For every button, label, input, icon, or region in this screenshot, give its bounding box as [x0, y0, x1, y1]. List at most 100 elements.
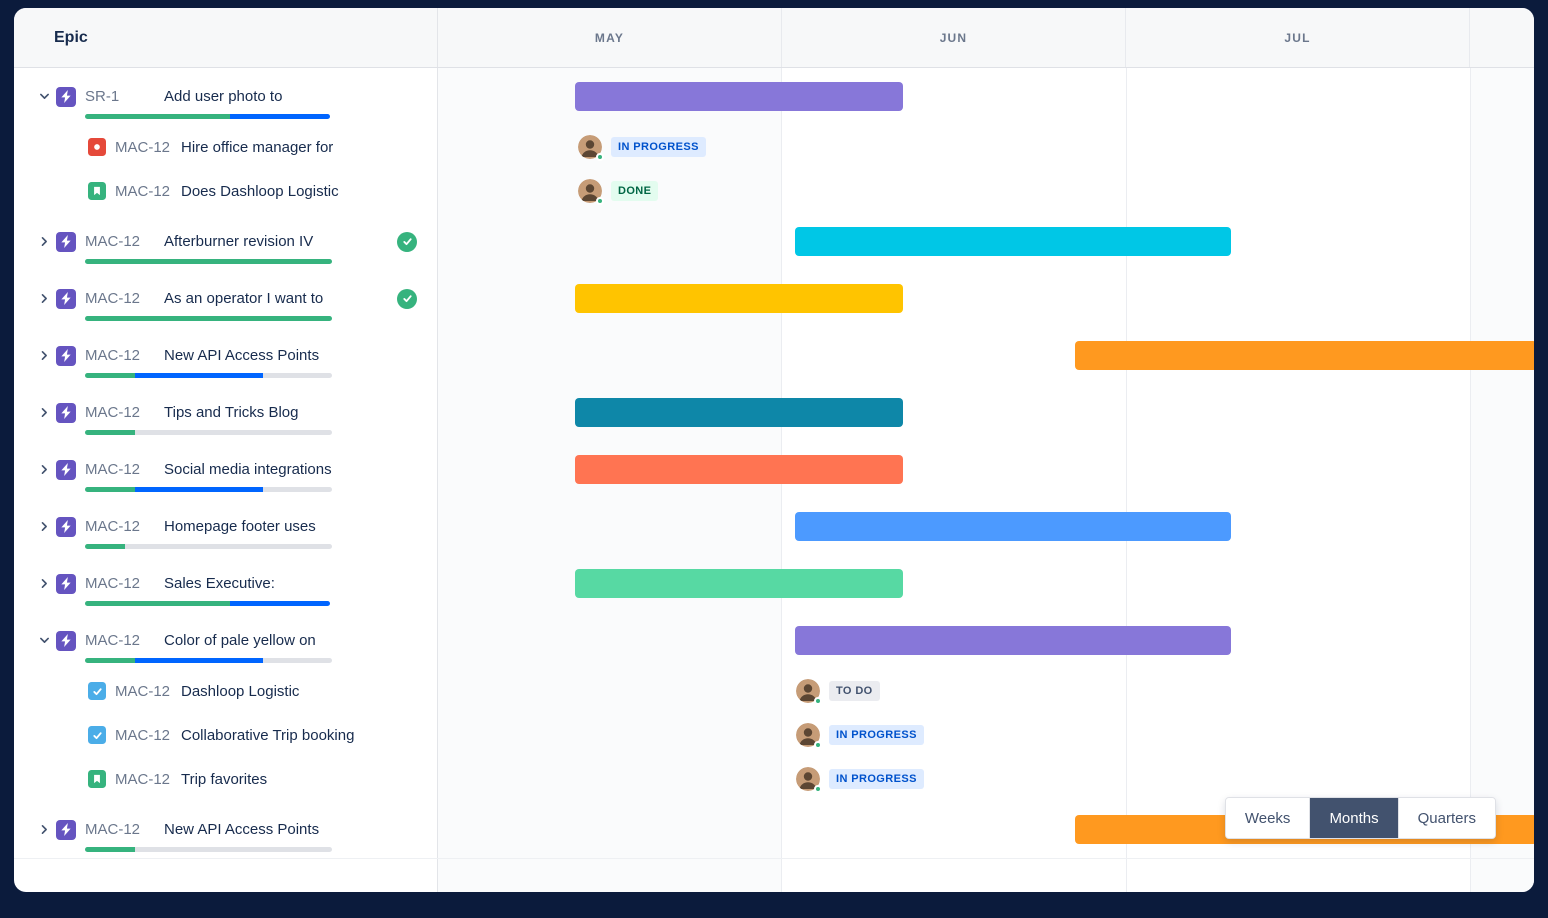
progress-bar [85, 373, 332, 378]
issue-title: Dashloop Logistic [181, 682, 300, 700]
child-row[interactable]: MAC-12 Does Dashloop Logistic DONE [14, 169, 1534, 213]
roadmap-body: SR-1 Add user photo to MAC-12 Hire offic… [14, 68, 1534, 892]
issue-title: As an operator I want to [164, 290, 324, 307]
timeline-cell: IN PROGRESS [438, 757, 1534, 801]
progress-bar [85, 487, 332, 492]
empty-row-left [14, 859, 438, 892]
chevron-right-icon[interactable] [32, 577, 56, 590]
chevron-right-icon[interactable] [32, 406, 56, 419]
avatar[interactable] [578, 135, 604, 161]
progress-segment [85, 487, 135, 492]
issue-title: Homepage footer uses [164, 518, 316, 535]
avatar[interactable] [796, 679, 822, 705]
timeline-bar[interactable] [795, 227, 1231, 256]
task-icon [88, 682, 106, 700]
timeline-cell [438, 327, 1534, 384]
issue-key: MAC-12 [115, 726, 171, 744]
chevron-right-icon[interactable] [32, 235, 56, 248]
months-toggle-button[interactable]: Months [1310, 798, 1399, 838]
epic-row[interactable]: MAC-12 Color of pale yellow on [14, 612, 1534, 669]
roadmap-app: Epic MAY JUN JUL SR-1 Add user photo to [14, 8, 1534, 892]
epic-row-left: MAC-12 Social media integrations [14, 441, 438, 498]
issue-key: SR-1 [85, 88, 120, 105]
presence-dot [596, 197, 604, 205]
progress-bar [85, 430, 332, 435]
epic-row[interactable]: MAC-12 Afterburner revision IV [14, 213, 1534, 270]
progress-bar [85, 847, 332, 852]
epic-row-left: MAC-12 New API Access Points [14, 801, 438, 858]
chevron-right-icon[interactable] [32, 349, 56, 362]
issue-title: Tips and Tricks Blog [164, 404, 299, 421]
progress-segment [263, 487, 332, 492]
status-badge: TO DO [829, 681, 880, 701]
chevron-right-icon[interactable] [32, 292, 56, 305]
child-row-left: MAC-12 Hire office manager for [14, 125, 438, 169]
child-row-left: MAC-12 Trip favorites [14, 757, 438, 801]
epic-row[interactable]: MAC-12 New API Access Points [14, 327, 1534, 384]
timeline-cell [438, 441, 1534, 498]
progress-segment [85, 259, 332, 264]
status-badge: IN PROGRESS [611, 137, 706, 157]
progress-segment [85, 373, 135, 378]
issue-title: Color of pale yellow on [164, 632, 316, 649]
zoom-toggle-group: Weeks Months Quarters [1224, 797, 1496, 839]
chevron-down-icon[interactable] [32, 90, 56, 103]
epic-row[interactable]: MAC-12 Tips and Tricks Blog [14, 384, 1534, 441]
issue-key: MAC-12 [115, 770, 171, 788]
timeline-bar[interactable] [795, 512, 1231, 541]
progress-segment [85, 658, 135, 663]
child-row[interactable]: MAC-12 Dashloop Logistic TO DO [14, 669, 1534, 713]
child-row[interactable]: MAC-12 Collaborative Trip booking IN PRO… [14, 713, 1534, 757]
epic-icon [56, 288, 76, 309]
epic-icon [56, 231, 76, 252]
bug-icon [88, 138, 106, 156]
status-badge: DONE [611, 181, 659, 201]
epic-row[interactable]: MAC-12 As an operator I want to [14, 270, 1534, 327]
presence-dot [814, 741, 822, 749]
timeline-bar[interactable] [575, 82, 903, 111]
avatar[interactable] [578, 179, 604, 205]
story-icon [88, 182, 106, 200]
weeks-toggle-button[interactable]: Weeks [1225, 798, 1311, 838]
epic-row[interactable]: MAC-12 Homepage footer uses [14, 498, 1534, 555]
child-row[interactable]: MAC-12 Trip favorites IN PROGRESS [14, 757, 1534, 801]
child-row[interactable]: MAC-12 Hire office manager for IN PROGRE… [14, 125, 1534, 169]
assignee-group: TO DO [796, 679, 880, 705]
progress-segment [125, 544, 332, 549]
chevron-right-icon[interactable] [32, 823, 56, 836]
avatar[interactable] [796, 767, 822, 793]
epic-icon [56, 86, 76, 107]
timeline-cell [438, 612, 1534, 669]
progress-bar [85, 658, 332, 663]
epic-row[interactable]: MAC-12 Sales Executive: [14, 555, 1534, 612]
timeline-bar[interactable] [575, 455, 903, 484]
chevron-down-icon[interactable] [32, 634, 56, 647]
timeline-header: Epic MAY JUN JUL [14, 8, 1534, 68]
timeline-bar[interactable] [575, 398, 903, 427]
timeline-bar[interactable] [1075, 341, 1534, 370]
timeline-cell [438, 859, 1534, 892]
timeline-bar[interactable] [795, 626, 1231, 655]
progress-segment [85, 114, 230, 119]
avatar[interactable] [796, 723, 822, 749]
epic-row-left: SR-1 Add user photo to [14, 68, 438, 125]
chevron-right-icon[interactable] [32, 520, 56, 533]
timeline-cell [438, 384, 1534, 441]
issue-key: MAC-12 [85, 821, 141, 838]
quarters-toggle-button[interactable]: Quarters [1398, 798, 1495, 838]
assignee-group: IN PROGRESS [578, 135, 706, 161]
timeline-bar[interactable] [575, 284, 903, 313]
progress-segment [263, 373, 332, 378]
issue-key: MAC-12 [115, 138, 171, 156]
timeline-cell: TO DO [438, 669, 1534, 713]
timeline-cell: DONE [438, 169, 1534, 213]
timeline-bar[interactable] [575, 569, 903, 598]
issue-key: MAC-12 [85, 632, 141, 649]
progress-segment [85, 544, 125, 549]
epic-row-left: MAC-12 New API Access Points [14, 327, 438, 384]
epic-row[interactable]: MAC-12 Social media integrations [14, 441, 1534, 498]
chevron-right-icon[interactable] [32, 463, 56, 476]
month-header-filler [1470, 8, 1534, 67]
presence-dot [596, 153, 604, 161]
epic-row[interactable]: SR-1 Add user photo to [14, 68, 1534, 125]
